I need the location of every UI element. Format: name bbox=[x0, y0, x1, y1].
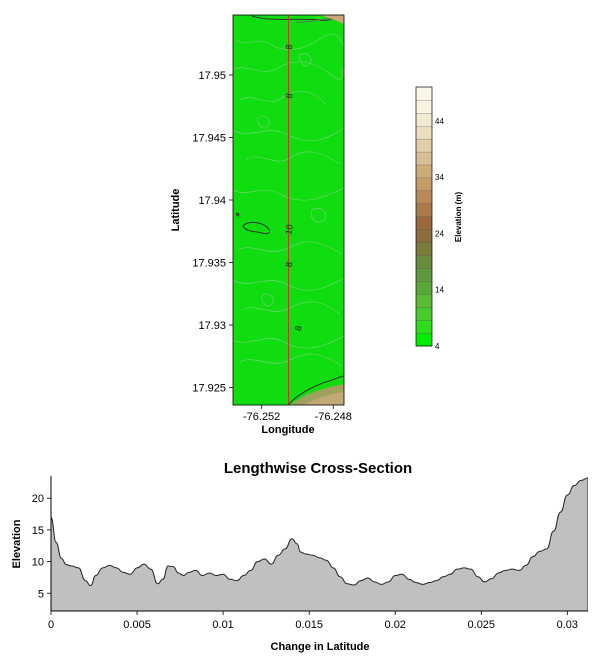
elevation-profile-area bbox=[51, 477, 588, 611]
latitude-change-tick-label: 0.03 bbox=[557, 619, 578, 631]
colorbar-swatch bbox=[415, 229, 433, 243]
contour-labels: 8 8 10 8 8 bbox=[283, 44, 303, 332]
longitude-ticks: -76.252 -76.248 bbox=[243, 405, 352, 423]
latitude-change-tick-label: 0.02 bbox=[385, 619, 406, 631]
latitude-change-tick-label: 0.005 bbox=[123, 619, 151, 631]
latitude-tick-label: 17.935 bbox=[192, 258, 226, 270]
cross-section-y-ticks: 5 10 15 20 bbox=[32, 493, 51, 600]
elevation-tick-label: 15 bbox=[32, 525, 44, 537]
contour-label: 10 bbox=[283, 224, 295, 236]
colorbar-swatch bbox=[415, 112, 433, 127]
latitude-change-tick-label: 0.025 bbox=[468, 619, 496, 631]
colorbar-tick-label: 4 bbox=[435, 342, 440, 351]
colorbar-swatch bbox=[415, 164, 433, 179]
elevation-tick-label: 5 bbox=[38, 588, 44, 600]
colorbar-ticks: 4 14 24 34 44 bbox=[435, 117, 444, 351]
latitude-tick-label: 17.95 bbox=[198, 70, 226, 82]
latitude-tick-label: 17.93 bbox=[198, 320, 226, 332]
longitude-tick-label: -76.248 bbox=[315, 411, 352, 423]
colorbar-tick-label: 24 bbox=[435, 229, 444, 238]
latitude-tick-label: 17.945 bbox=[192, 133, 226, 145]
contour-label: 8 bbox=[284, 92, 295, 99]
colorbar-tick-label: 14 bbox=[435, 286, 444, 295]
colorbar-label: Elevation (m) bbox=[454, 192, 463, 243]
elevation-tick-label: 20 bbox=[32, 493, 44, 505]
colorbar-swatch bbox=[415, 99, 433, 114]
map-frame bbox=[232, 14, 345, 406]
colorbar-swatch bbox=[415, 255, 433, 269]
colorbar-swatches bbox=[415, 86, 433, 347]
colorbar-swatch bbox=[415, 125, 433, 140]
cross-section-x-ticks: 0 0.005 0.01 0.015 0.02 0.025 0.03 bbox=[48, 611, 578, 631]
latitude-change-tick-label: 0.015 bbox=[295, 619, 323, 631]
contour-label: 8 bbox=[293, 325, 304, 332]
colorbar-swatch bbox=[415, 177, 433, 192]
map-contours bbox=[233, 15, 344, 405]
contour-label: 8 bbox=[284, 261, 295, 268]
colorbar-swatch bbox=[415, 203, 433, 217]
latitude-change-tick-label: 0 bbox=[48, 619, 54, 631]
latitude-tick-label: 17.94 bbox=[198, 195, 226, 207]
colorbar-swatch bbox=[415, 294, 433, 308]
colorbar-swatch bbox=[415, 138, 433, 153]
map-x-axis-label: Longitude bbox=[261, 424, 314, 436]
elevation-tick-label: 10 bbox=[32, 557, 44, 569]
latitude-tick-label: 17.925 bbox=[192, 383, 226, 395]
colorbar-swatch bbox=[415, 281, 433, 295]
colorbar-tick-label: 44 bbox=[435, 117, 444, 126]
contour-label: 8 bbox=[284, 44, 295, 51]
cross-section-y-axis-label: Elevation bbox=[11, 519, 23, 568]
colorbar-swatch bbox=[415, 268, 433, 282]
longitude-tick-label: -76.252 bbox=[243, 411, 280, 423]
colorbar-frame bbox=[415, 86, 433, 347]
latitude-ticks: 17.95 17.945 17.94 17.935 17.93 17.925 bbox=[192, 70, 233, 395]
colorbar: 4 14 24 34 44 Elevation (m) bbox=[415, 86, 463, 351]
colorbar-tick-label: 34 bbox=[435, 173, 444, 182]
colorbar-swatch bbox=[415, 151, 433, 166]
cross-section-title: Lengthwise Cross-Section bbox=[224, 460, 412, 477]
colorbar-swatch bbox=[415, 332, 433, 347]
colorbar-swatch bbox=[415, 86, 433, 101]
colorbar-swatch bbox=[415, 319, 433, 334]
colorbar-swatch bbox=[415, 242, 433, 256]
colorbar-swatch bbox=[415, 190, 433, 205]
cross-section-x-axis-label: Change in Latitude bbox=[271, 641, 370, 653]
colorbar-swatch bbox=[415, 306, 433, 321]
elevation-map: 8 8 10 8 8 17.95 17.945 17.94 17.935 17.93 17.925… bbox=[170, 14, 352, 436]
colorbar-swatch bbox=[415, 216, 433, 230]
latitude-change-tick-label: 0.01 bbox=[212, 619, 233, 631]
map-y-axis-label: Latitude bbox=[170, 189, 182, 232]
